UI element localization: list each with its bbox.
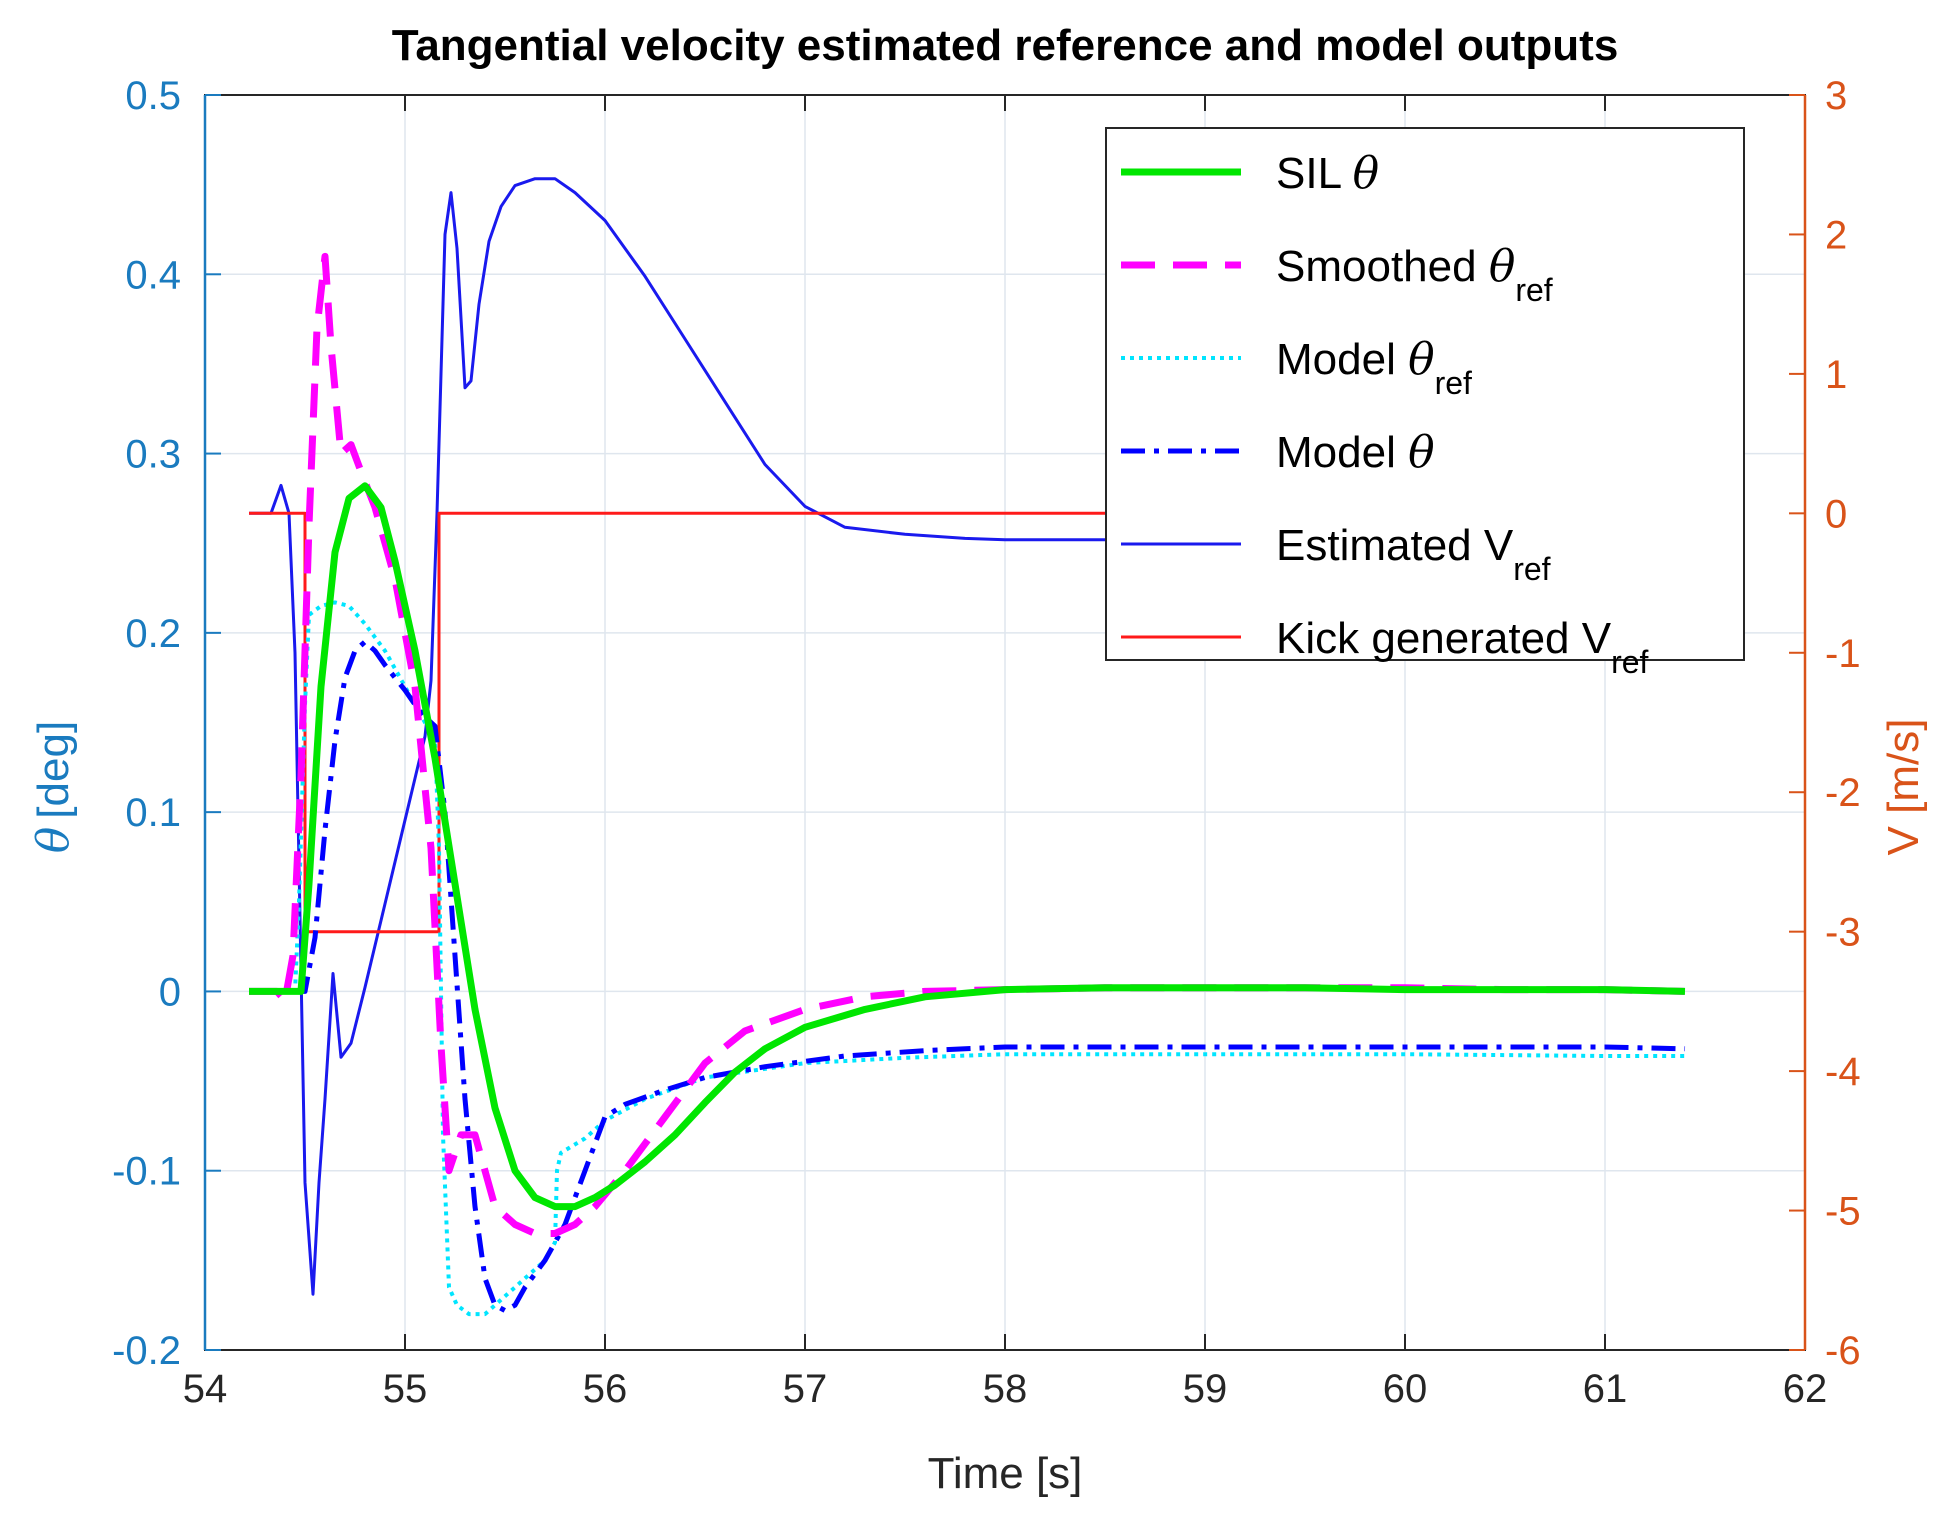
legend-label-subscript: ref: [1611, 644, 1648, 680]
legend-label-main: Smoothed: [1276, 242, 1489, 291]
legend-label-subscript: ref: [1513, 551, 1550, 587]
legend-label-subscript: ref: [1515, 272, 1552, 308]
y-right-tick-label: -1: [1825, 632, 1861, 676]
x-tick-label: 62: [1783, 1367, 1828, 1411]
legend-label-main: Model: [1276, 428, 1408, 477]
legend-label-symbol: θ: [1353, 148, 1380, 199]
legend-label: Model θref: [1276, 334, 1472, 401]
legend-label-main: Kick generated V: [1276, 614, 1612, 663]
y-right-tick-label: 0: [1825, 492, 1847, 536]
x-tick-label: 57: [783, 1367, 828, 1411]
legend-label-symbol: θ: [1489, 241, 1516, 292]
y-left-tick-label: 0.5: [125, 74, 181, 118]
chart-title: Tangential velocity estimated reference …: [392, 21, 1619, 70]
y-axis-left-symbol: θ: [28, 827, 79, 854]
series-line-model-thetaref: [249, 600, 1685, 1317]
x-tick-label: 58: [983, 1367, 1028, 1411]
y-right-tick-label: 2: [1825, 213, 1847, 257]
legend-label-symbol: θ: [1408, 334, 1435, 385]
y-left-tick-label: 0.2: [125, 612, 181, 656]
y-left-tick-label: 0.3: [125, 433, 181, 477]
y-right-tick-label: -2: [1825, 771, 1861, 815]
y-right-tick-label: 3: [1825, 74, 1847, 118]
series-layer: [249, 177, 1686, 1317]
y-left-tick-label: -0.2: [112, 1329, 181, 1373]
legend-box: [1105, 127, 1745, 661]
legend-label-symbol: θ: [1408, 427, 1435, 478]
series-line-estimated-vref: [249, 177, 1686, 1296]
y-axis-left-title: θ [deg]: [28, 721, 79, 853]
y-axis-right-title: V [m/s]: [1879, 719, 1928, 856]
x-axis-title: Time [s]: [928, 1449, 1083, 1498]
x-tick-label: 54: [183, 1367, 228, 1411]
y-right-tick-label: 1: [1825, 353, 1847, 397]
x-tick-label: 60: [1383, 1367, 1428, 1411]
y-right-tick-label: -6: [1825, 1329, 1861, 1373]
x-tick-label: 59: [1183, 1367, 1228, 1411]
series-line-model-theta: [249, 639, 1686, 1314]
legend-label-main: Estimated V: [1276, 521, 1514, 570]
y-left-tick-label: 0: [159, 970, 181, 1014]
legend-label: Smoothed θref: [1276, 241, 1553, 308]
x-tick-label: 55: [383, 1367, 428, 1411]
y-left-tick-label: 0.1: [125, 791, 181, 835]
legend-label-main: SIL: [1276, 149, 1353, 198]
y-left-tick-label: 0.4: [125, 253, 181, 297]
y-axis-left-unit: [deg]: [29, 721, 78, 819]
y-left-tick-label: -0.1: [112, 1150, 181, 1194]
y-right-tick-label: -3: [1825, 911, 1861, 955]
series-line-sil-theta: [249, 482, 1686, 1211]
y-right-tick-label: -4: [1825, 1050, 1861, 1094]
x-tick-label: 61: [1583, 1367, 1628, 1411]
legend-label: Model θ: [1276, 427, 1435, 478]
legend-label: SIL θ: [1276, 148, 1379, 199]
legend-label: Estimated Vref: [1276, 521, 1551, 587]
legend-label-main: Model: [1276, 335, 1408, 384]
legend-label: Kick generated Vref: [1276, 614, 1649, 680]
series-line-kick-generated-vref: [249, 511, 1685, 934]
x-tick-label: 56: [583, 1367, 628, 1411]
y-right-tick-label: -5: [1825, 1190, 1861, 1234]
axes: 54 55 56 57 58 59 60 61 62 -0.2 -0.1 0 0.1 0.2 0.3 0.4 0…: [112, 74, 1861, 1411]
legend-label-subscript: ref: [1435, 365, 1472, 401]
